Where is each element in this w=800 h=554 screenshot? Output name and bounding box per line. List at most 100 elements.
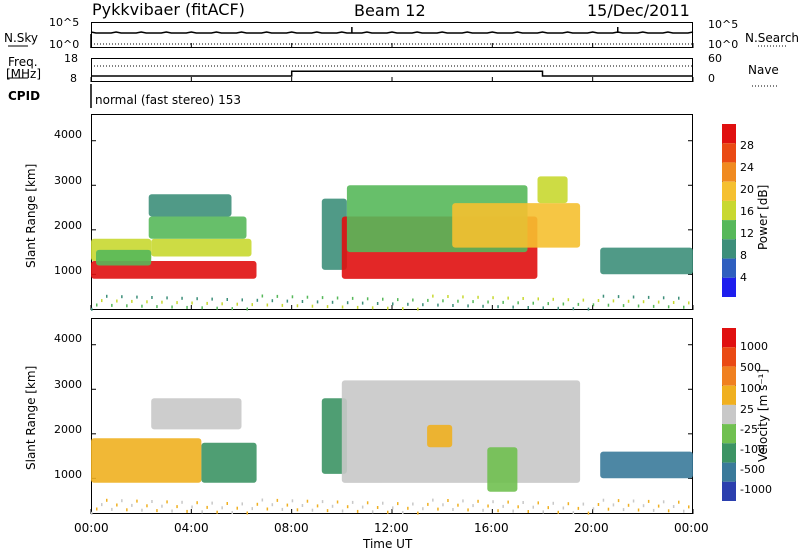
speckle-1-106 — [622, 508, 625, 512]
speckle-1-97 — [577, 506, 580, 510]
speckle-0-82 — [502, 300, 504, 304]
speckle-0-61 — [397, 298, 399, 302]
speckle-1-109 — [637, 508, 640, 512]
speckle-1-11 — [146, 504, 148, 508]
power-cb-tick-4: 4 — [740, 271, 747, 284]
speckle-0-37 — [276, 294, 279, 298]
power-cb-tick-20: 20 — [740, 183, 754, 196]
speckle-0-60 — [392, 302, 394, 306]
speckle-1-69 — [437, 507, 439, 511]
speckle-0-106 — [622, 304, 625, 308]
speckle-1-55 — [366, 501, 369, 505]
speckle-0-53 — [356, 305, 359, 309]
speckle-0-55 — [366, 297, 369, 301]
speckle-1-46 — [321, 500, 324, 504]
speckle-0-95 — [567, 298, 570, 302]
speckle-1-102 — [602, 498, 605, 502]
speckle-0-74 — [462, 295, 464, 299]
speckle-1-17 — [176, 505, 178, 509]
speckle-1-26 — [221, 506, 223, 510]
velocity-cb-tick-minus100: -100 — [740, 443, 765, 456]
speckle-1-115 — [667, 509, 670, 513]
speckle-1-79 — [487, 504, 489, 508]
speckle-0-27 — [226, 298, 228, 301]
speckle-1-60 — [392, 506, 394, 510]
speckle-1-111 — [647, 499, 650, 503]
colorbar-seg-0-4 — [722, 200, 736, 221]
speckle-0-41 — [296, 304, 299, 308]
speckle-0-15 — [166, 296, 168, 300]
speckle-1-61 — [397, 502, 399, 506]
speckle-1-13 — [156, 509, 158, 513]
speckle-0-6 — [121, 295, 123, 299]
freq-trace — [91, 70, 693, 77]
speckle-0-94 — [562, 302, 565, 306]
speckle-0-9 — [136, 295, 138, 299]
colorbar-seg-0-7 — [722, 258, 736, 278]
speckle-1-72 — [452, 508, 454, 511]
speckle-1-88 — [532, 505, 534, 509]
speckle-1-58 — [382, 501, 384, 505]
nave-tick-bottom: 0 — [708, 72, 715, 85]
echo-patch-1-7 — [600, 451, 693, 479]
speckle-1-39 — [286, 503, 289, 507]
speckle-1-68 — [432, 498, 434, 502]
speckle-1-47 — [326, 509, 329, 513]
speckle-1-112 — [652, 508, 655, 512]
power-cb-tick-16: 16 — [740, 205, 754, 218]
freq-tick-bottom: 8 — [70, 72, 77, 85]
speckle-0-7 — [126, 304, 128, 308]
speckle-0-33 — [256, 298, 259, 302]
speckle-0-79 — [487, 300, 489, 304]
speckle-0-101 — [597, 299, 600, 302]
speckle-1-95 — [567, 502, 570, 506]
speckle-0-4 — [111, 303, 113, 307]
speckle-0-100 — [592, 303, 595, 307]
x-tick-0400: 04:00 — [174, 521, 209, 535]
speckle-1-57 — [376, 506, 379, 509]
speckle-1-91 — [547, 506, 549, 510]
x-tick-2400: 00:00 — [674, 521, 709, 535]
speckle-0-39 — [286, 299, 289, 303]
freq-tick-top: 18 — [64, 52, 78, 65]
speckle-1-22 — [201, 510, 203, 514]
speckle-1-93 — [557, 510, 559, 514]
speckle-0-117 — [678, 296, 680, 300]
speckle-0-67 — [427, 298, 429, 302]
speckle-1-108 — [632, 499, 635, 503]
speckle-1-49 — [336, 500, 339, 504]
x-tick-0800: 08:00 — [274, 521, 309, 535]
speckle-0-24 — [211, 297, 213, 301]
speckle-1-42 — [301, 504, 304, 507]
speckle-0-83 — [507, 296, 509, 300]
nsearch-tick-bottom: 10^0 — [708, 38, 739, 51]
speckle-1-3 — [106, 498, 108, 502]
speckle-1-94 — [562, 506, 565, 510]
speckle-1-4 — [111, 507, 113, 511]
speckle-1-1 — [96, 507, 98, 511]
velocity-cb-tick-500: 500 — [740, 361, 761, 374]
speckle-0-34 — [261, 294, 264, 298]
speckle-1-116 — [672, 505, 675, 508]
speckle-0-30 — [241, 298, 243, 302]
colorbar-seg-1-2 — [722, 366, 736, 386]
speckle-0-43 — [306, 295, 309, 299]
speckle-1-51 — [346, 505, 349, 509]
speckle-1-30 — [241, 502, 243, 506]
speckle-0-73 — [457, 299, 459, 303]
speckle-1-7 — [126, 508, 128, 512]
colorbar-seg-1-5 — [722, 424, 736, 444]
colorbar-seg-0-8 — [722, 277, 736, 297]
speckle-1-83 — [507, 500, 509, 504]
echo-patch-0-2 — [151, 238, 252, 257]
power-ytick-4000: 4000 — [54, 128, 82, 141]
speckle-0-11 — [146, 300, 148, 304]
speckle-1-43 — [306, 499, 309, 503]
echo-patch-1-0 — [91, 438, 202, 483]
colorbar-seg-1-7 — [722, 462, 736, 482]
speckle-1-9 — [136, 499, 138, 503]
speckle-0-77 — [477, 295, 479, 299]
speckle-1-89 — [537, 501, 539, 505]
speckle-1-66 — [422, 507, 424, 511]
